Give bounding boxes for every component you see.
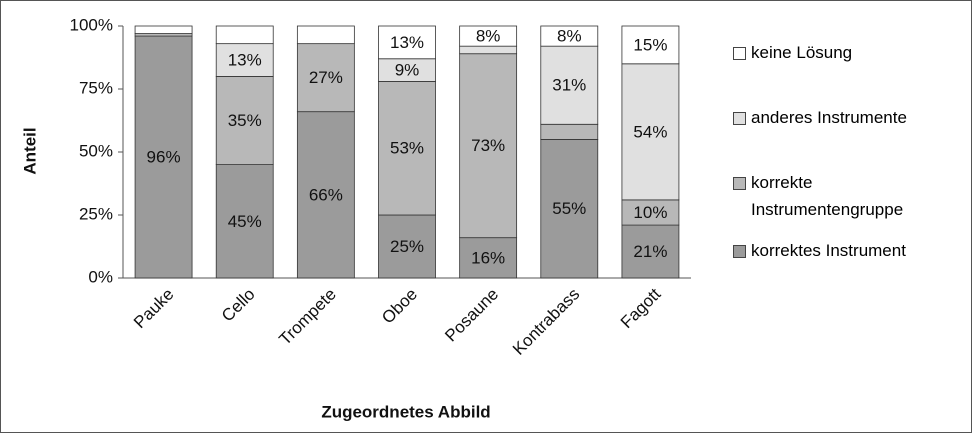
bar-segment (459, 237, 518, 279)
value-label: 8% (476, 27, 501, 46)
legend-swatch (733, 177, 746, 190)
legend-label: anderes Instrumente (751, 108, 907, 127)
y-tick-label: 50% (79, 141, 113, 160)
y-tick-label: 75% (79, 78, 113, 97)
value-label: 31% (552, 76, 586, 95)
value-label: 54% (633, 122, 667, 141)
bar-segment (134, 25, 193, 34)
value-label: 16% (471, 248, 505, 267)
value-label: 25% (390, 237, 424, 256)
value-label: 13% (228, 51, 262, 70)
value-label: 73% (471, 136, 505, 155)
bar-segment (378, 25, 436, 60)
bar-segment (296, 25, 355, 45)
bar-segment (215, 43, 274, 77)
legend-label: korrektes Instrument (751, 241, 906, 260)
value-label: 45% (228, 212, 262, 231)
bar-segment (215, 76, 274, 165)
bar-segment (378, 214, 436, 279)
x-tick-label: Cello (218, 285, 259, 326)
value-label: 15% (633, 35, 667, 54)
x-axis-title: Zugeordnetes Abbild (321, 402, 490, 421)
x-tick-label: Trompete (275, 285, 339, 349)
value-label: 9% (395, 61, 420, 80)
legend-swatch (733, 245, 746, 258)
bar-segment (134, 35, 193, 279)
legend-item: korrekte Instrumentengruppe (733, 169, 953, 223)
legend-swatch (733, 112, 746, 125)
value-label: 96% (147, 148, 181, 167)
legend-item: anderes Instrumente (733, 104, 953, 131)
x-tick-label: Kontrabass (509, 285, 583, 359)
bar-segment (459, 53, 518, 239)
bar-segment (296, 43, 355, 113)
bar-segment (540, 45, 599, 125)
value-label: 66% (309, 185, 343, 204)
bar-segment (540, 25, 599, 47)
value-label: 27% (309, 68, 343, 87)
y-tick-label: 100% (70, 15, 113, 34)
bar-segment (621, 199, 680, 226)
y-tick-label: 25% (79, 204, 113, 223)
y-axis-title: Anteil (20, 127, 39, 174)
bar-segment (540, 138, 599, 279)
x-tick-label: Posaune (441, 285, 502, 346)
legend-swatch (733, 47, 746, 60)
value-label: 10% (633, 203, 667, 222)
y-tick-label: 0% (88, 267, 113, 286)
bar-segment (621, 25, 680, 65)
x-tick-label: Fagott (617, 284, 665, 332)
legend-item: keine Lösung (733, 39, 953, 66)
value-label: 35% (228, 111, 262, 130)
x-tick-label: Pauke (130, 285, 178, 333)
x-tick-label: Oboe (378, 285, 421, 328)
bar-segment (215, 25, 274, 45)
bar-segment (459, 45, 518, 55)
bar-segment (296, 111, 355, 279)
legend-label: korrekte Instrumentengruppe (751, 173, 904, 219)
value-label: 55% (552, 199, 586, 218)
value-label: 13% (390, 33, 424, 52)
value-label: 53% (390, 139, 424, 158)
legend-item: korrektes Instrument (733, 237, 953, 264)
bar-segment (540, 123, 599, 140)
bar-segment (378, 81, 436, 216)
legend-label: keine Lösung (751, 43, 853, 62)
value-label: 8% (557, 27, 582, 46)
bar-segment (459, 25, 518, 47)
value-label: 21% (633, 242, 667, 261)
